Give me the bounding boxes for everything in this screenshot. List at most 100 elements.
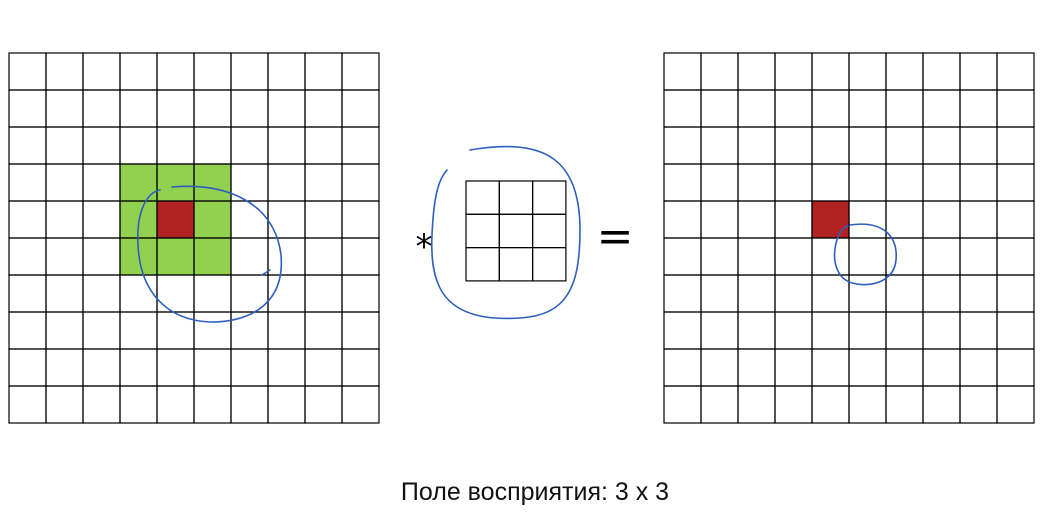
input-grid-cell: [156, 89, 195, 128]
output-grid-cell: [922, 274, 961, 313]
input-grid-cell: [304, 385, 343, 424]
input-grid-cell: [267, 348, 306, 387]
output-grid-cell: [737, 348, 776, 387]
output-grid-cell: [737, 274, 776, 313]
output-grid-cell: [922, 385, 961, 424]
output-grid-cell: [848, 200, 887, 239]
input-grid-cell: [267, 89, 306, 128]
output-grid-cell: [737, 126, 776, 165]
kernel-cell: [465, 247, 500, 282]
input-grid-cell: [82, 163, 121, 202]
input-grid-cell: [8, 237, 47, 276]
input-grid-cell: [45, 163, 84, 202]
input-grid-cell: [304, 89, 343, 128]
kernel-cell: [498, 247, 534, 282]
input-grid-cell: [341, 163, 380, 202]
input-grid-cell: [8, 89, 47, 128]
output-grid-cell: [700, 89, 739, 128]
output-grid-cell: [700, 52, 739, 91]
input-grid-cell: [82, 348, 121, 387]
output-grid-cell: [774, 89, 813, 128]
output-grid-cell: [885, 274, 924, 313]
output-cell-annotation-circle: [833, 223, 897, 286]
input-grid-cell: [119, 348, 158, 387]
output-grid-cell: [663, 89, 702, 128]
input-grid-cell: [45, 274, 84, 313]
input-grid-cell: [119, 52, 158, 91]
kernel-cell: [531, 180, 567, 215]
input-grid-cell: [156, 126, 195, 165]
output-grid-cell: [996, 274, 1035, 313]
output-grid-cell: [885, 89, 924, 128]
output-grid-cell: [811, 385, 850, 424]
output-grid-cell: [959, 274, 998, 313]
output-grid-cell: [737, 52, 776, 91]
output-grid-cell: [996, 385, 1035, 424]
output-grid-cell: [811, 52, 850, 91]
input-grid-cell: [304, 237, 343, 276]
convolution-operator: *: [416, 227, 433, 267]
output-grid-cell: [663, 52, 702, 91]
input-grid-cell: [8, 274, 47, 313]
input-grid-cell: [341, 385, 380, 424]
input-grid-lines: [8, 52, 380, 424]
output-grid-cell: [811, 311, 850, 350]
kernel-cell: [498, 213, 534, 249]
output-result-cell: [812, 201, 849, 238]
output-grid-cell: [848, 274, 887, 313]
output-grid-cell: [700, 126, 739, 165]
receptive-field-highlight: [120, 164, 231, 275]
output-grid-cell: [700, 237, 739, 276]
input-grid-cell: [119, 311, 158, 350]
input-grid-cell: [193, 274, 232, 313]
input-grid-cell: [82, 200, 121, 239]
kernel-cell: [465, 180, 500, 215]
output-grid-cell: [811, 126, 850, 165]
output-grid-cell: [774, 385, 813, 424]
output-grid-cell: [700, 348, 739, 387]
input-grid-cell: [8, 385, 47, 424]
output-grid-cell: [848, 237, 887, 276]
output-grid-cell: [959, 126, 998, 165]
output-grid-cell: [996, 200, 1035, 239]
input-grid-cell: [45, 385, 84, 424]
output-grid-cell: [774, 126, 813, 165]
output-grid-cell: [848, 311, 887, 350]
input-grid-cell: [156, 52, 195, 91]
output-grid-cell: [922, 52, 961, 91]
input-grid-cell: [82, 126, 121, 165]
input-grid-cell: [45, 126, 84, 165]
input-grid-cell: [341, 237, 380, 276]
output-grid-cell: [922, 89, 961, 128]
kernel-grid: [465, 180, 567, 282]
output-grid-cell: [885, 237, 924, 276]
output-grid-cell: [848, 89, 887, 128]
output-grid-cell: [663, 274, 702, 313]
output-grid-cell: [922, 200, 961, 239]
input-grid-cell: [82, 52, 121, 91]
output-grid-cell: [848, 163, 887, 202]
output-grid-cell: [700, 163, 739, 202]
output-grid-cell: [811, 89, 850, 128]
output-grid-cell: [996, 163, 1035, 202]
output-grid-cell: [885, 311, 924, 350]
output-grid-cell: [811, 274, 850, 313]
kernel-cell: [531, 213, 567, 249]
output-grid-cell: [959, 348, 998, 387]
output-grid-cell: [996, 52, 1035, 91]
input-grid-cell: [341, 126, 380, 165]
input-grid-cell: [304, 274, 343, 313]
output-grid-cell: [737, 200, 776, 239]
output-grid-cell: [922, 311, 961, 350]
output-grid-cell: [737, 311, 776, 350]
output-grid-cell: [774, 52, 813, 91]
output-grid-cell: [811, 163, 850, 202]
input-grid-cell: [267, 385, 306, 424]
input-grid-cell: [8, 348, 47, 387]
input-grid-cell: [156, 311, 195, 350]
input-grid-cell: [193, 348, 232, 387]
input-grid-cell: [193, 311, 232, 350]
receptive-field-annotation-circle: [137, 185, 283, 323]
input-grid-cell: [82, 311, 121, 350]
